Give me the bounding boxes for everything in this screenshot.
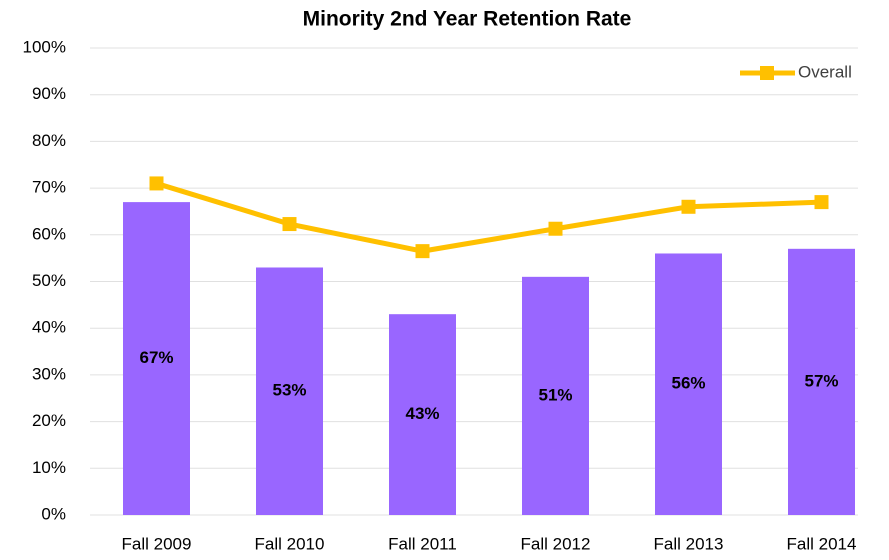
y-tick-label: 20% [32, 411, 66, 430]
data-label: 53% [272, 381, 306, 400]
y-tick-label: 40% [32, 318, 66, 337]
x-tick-label: Fall 2012 [521, 534, 591, 553]
y-tick-label: 80% [32, 131, 66, 150]
legend-label: Overall [798, 62, 852, 81]
data-label: 57% [804, 371, 838, 390]
marker [149, 176, 164, 191]
marker [548, 221, 563, 236]
chart-title: Minority 2nd Year Retention Rate [303, 8, 632, 31]
bar [655, 253, 722, 516]
line [155, 181, 822, 254]
y-tick-label: 100% [23, 37, 66, 56]
marker [415, 244, 430, 259]
y-tick-label: 60% [32, 224, 66, 243]
marker [282, 217, 297, 232]
x-tick-label: Fall 2011 [388, 534, 457, 553]
bar [123, 202, 190, 516]
y-tick-label: 50% [32, 271, 66, 290]
marker [814, 195, 829, 210]
bar [522, 276, 589, 515]
x-tick-label: Fall 2010 [255, 534, 325, 553]
legend-marker [760, 66, 774, 80]
marker [681, 199, 696, 214]
y-tick-label: 30% [32, 364, 66, 383]
x-tick-label: Fall 2014 [787, 534, 857, 553]
y-tick-label: 70% [32, 178, 66, 197]
y-tick-label: 90% [32, 84, 66, 103]
bar [788, 248, 855, 515]
y-tick-label: 10% [32, 458, 66, 477]
x-tick-label: Fall 2009 [122, 534, 192, 553]
data-label: 43% [405, 404, 439, 423]
data-label: 67% [139, 348, 173, 367]
bar [389, 314, 456, 515]
x-tick-label: Fall 2013 [654, 534, 724, 553]
data-label: 56% [671, 374, 705, 393]
data-label: 51% [538, 385, 572, 404]
bar [256, 267, 323, 515]
y-tick-label: 0% [41, 504, 66, 523]
